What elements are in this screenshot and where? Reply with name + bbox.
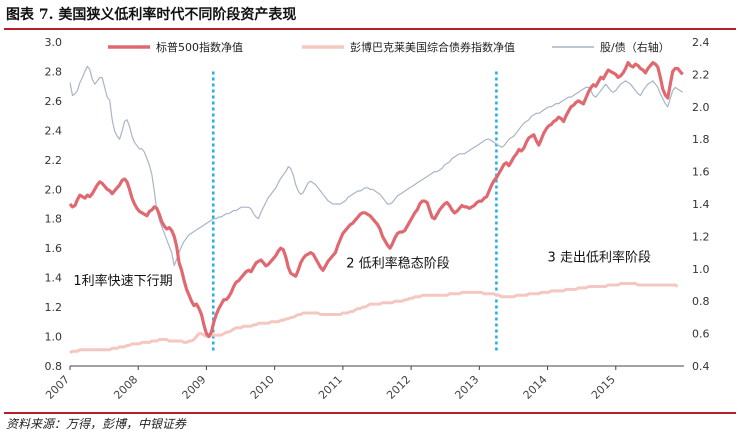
x-tick-label: 2014 xyxy=(521,373,550,402)
y-right-tick-label: 0.8 xyxy=(692,295,710,308)
y-left-tick-label: 2.8 xyxy=(45,65,63,78)
stage-lines xyxy=(212,71,498,353)
y-right-tick-label: 0.6 xyxy=(692,328,710,341)
annotations: 1利率快速下行期 2 低利率稳态阶段 3 走出低利率阶段 xyxy=(73,249,651,289)
stage-annotation: 3 走出低利率阶段 xyxy=(548,249,651,265)
y-left-tick-label: 0.8 xyxy=(45,360,63,373)
y-right-tick-label: 1.2 xyxy=(692,230,710,243)
series-line-2 xyxy=(69,65,683,267)
x-tick-label: 2015 xyxy=(589,373,618,402)
y-right-tick-label: 2.2 xyxy=(692,68,710,81)
y-right-tick-label: 1.0 xyxy=(692,263,710,276)
y-left-tick-label: 1.6 xyxy=(45,242,63,255)
chart: 0.8 1.0 1.2 1.4 1.6 1.8 2.0 2.2 2.4 2.6 2.8 3.0 0.4 0… xyxy=(43,36,709,402)
y-right-tick-label: 1.8 xyxy=(692,133,710,146)
legend-label: 彭博巴克莱美国综合债券指数净值 xyxy=(350,40,515,54)
y-right-tick-label: 0.4 xyxy=(692,360,710,373)
y-right-tick-label: 2.0 xyxy=(692,101,710,114)
stage-annotation: 2 低利率稳态阶段 xyxy=(346,255,449,271)
y-right-tick-label: 2.4 xyxy=(692,36,710,49)
y-left-tick-label: 1.2 xyxy=(45,301,63,314)
y-left-tick-label: 1.4 xyxy=(45,272,63,285)
x-tick-label: 2013 xyxy=(452,373,481,402)
x-tick-label: 2011 xyxy=(316,373,345,402)
y-right-tick-label: 1.6 xyxy=(692,166,710,179)
legend-label: 标普500指数净值 xyxy=(156,40,243,54)
series-line-1 xyxy=(69,282,679,355)
x-tick-label: 2008 xyxy=(111,373,140,402)
legend-label: 股/债（右轴） xyxy=(600,40,670,54)
x-tick-label: 2007 xyxy=(43,373,72,402)
y-left-tick-label: 2.0 xyxy=(45,183,63,196)
y-left-tick-label: 1.0 xyxy=(45,331,63,344)
x-tick-label: 2009 xyxy=(180,373,209,402)
figure-source: 资料来源：万得，彭博，中银证券 xyxy=(4,412,736,436)
figure-title: 图表 7. 美国狭义低利率时代不同阶段资产表现 xyxy=(4,4,736,30)
y-left-tick-label: 1.8 xyxy=(45,213,63,226)
legend: 标普500指数净值 彭博巴克莱美国综合债券指数净值 股/债（右轴） xyxy=(108,40,670,54)
y-left-tick-label: 2.4 xyxy=(45,124,63,137)
y-right-tick-label: 1.4 xyxy=(692,198,710,211)
y-left-tick-label: 2.6 xyxy=(45,95,63,108)
x-tick-label: 2010 xyxy=(248,373,277,402)
axes-layer: 0.8 1.0 1.2 1.4 1.6 1.8 2.0 2.2 2.4 2.6 2.8 3.0 0.4 0… xyxy=(43,36,709,402)
stage-annotation: 1利率快速下行期 xyxy=(73,273,172,289)
x-tick-label: 2012 xyxy=(384,373,413,402)
series-line-0 xyxy=(68,60,684,339)
y-left-tick-label: 3.0 xyxy=(45,36,63,49)
series-layer xyxy=(68,60,684,355)
y-left-tick-label: 2.2 xyxy=(45,154,63,167)
